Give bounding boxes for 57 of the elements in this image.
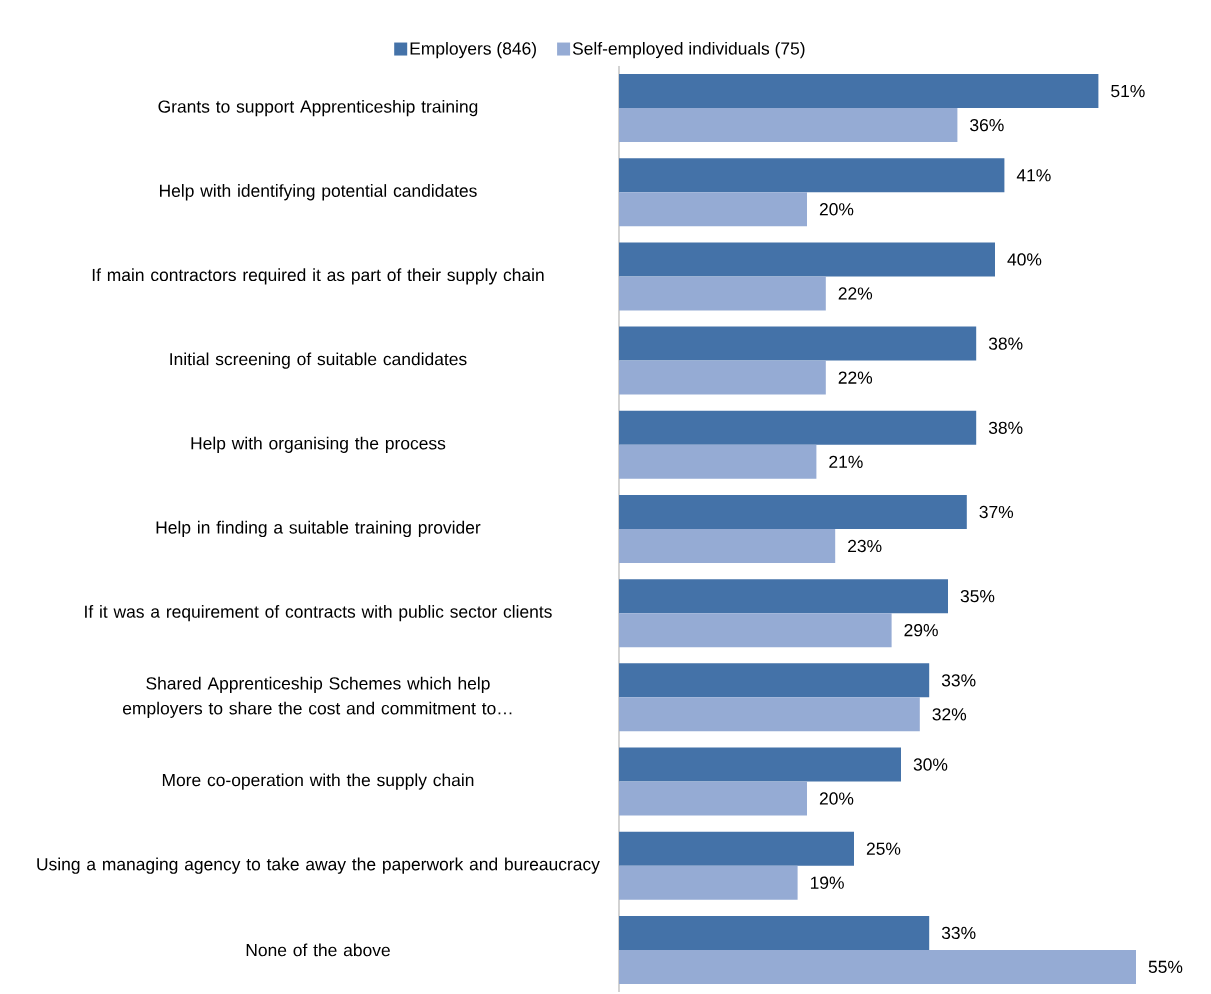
data-label: 22% xyxy=(838,371,873,384)
data-label: 32% xyxy=(932,708,967,721)
data-label: 19% xyxy=(810,876,844,889)
bar xyxy=(619,663,930,698)
data-label: 37% xyxy=(979,505,1014,519)
data-label: 20% xyxy=(819,203,854,216)
bar xyxy=(619,242,995,277)
data-label: 20% xyxy=(819,792,854,805)
bar xyxy=(619,579,948,614)
y-tick-label: None of the above xyxy=(246,943,390,957)
bar xyxy=(619,192,807,227)
bar xyxy=(619,949,1136,984)
data-label: 23% xyxy=(848,539,882,553)
bar xyxy=(619,108,958,143)
y-tick-label: Using a managing agency to take away the paperwork and bureaucracy xyxy=(37,857,600,874)
data-label: 35% xyxy=(960,589,995,603)
bar xyxy=(619,494,967,529)
data-label: 55% xyxy=(1148,960,1183,974)
bar xyxy=(619,747,901,782)
bar xyxy=(619,158,1005,193)
y-tick-label: If it was a requirement of contracts with public sector clients xyxy=(85,605,552,622)
legend-label: Self-employed individuals (75) xyxy=(572,41,805,59)
y-tick-label: Initial screening of suitable candidates xyxy=(170,352,467,369)
bar xyxy=(619,528,836,563)
bar xyxy=(619,360,826,395)
data-label: 21% xyxy=(829,455,863,468)
y-tick-label: Grants to support Apprenticeship training xyxy=(158,99,478,117)
data-label: 38% xyxy=(988,337,1023,350)
data-label: 33% xyxy=(941,674,976,687)
bar xyxy=(619,781,807,816)
bar xyxy=(619,831,854,866)
bar xyxy=(619,74,1099,109)
data-label: 25% xyxy=(866,842,901,855)
bar xyxy=(619,410,977,445)
y-tick-label: Shared Apprenticeship Schemes which help employers to share the cost and commitment to… xyxy=(122,676,512,718)
bar xyxy=(619,613,892,648)
bar xyxy=(619,326,977,361)
y-tick-label: If main contractors required it as part of their supply chain xyxy=(92,268,544,285)
data-label: 51% xyxy=(1111,84,1145,98)
bar xyxy=(619,915,930,950)
data-label: 38% xyxy=(988,421,1023,434)
data-label: 40% xyxy=(1007,253,1042,266)
data-label: 29% xyxy=(904,623,938,637)
bar xyxy=(619,697,920,732)
y-tick-label: Help in finding a suitable training provider xyxy=(156,520,481,538)
bar xyxy=(619,276,826,311)
data-label: 33% xyxy=(941,926,976,940)
data-label: 36% xyxy=(970,118,1004,132)
data-label: 41% xyxy=(1016,169,1051,182)
y-tick-label: More co-operation with the supply chain xyxy=(162,773,474,790)
data-label: 30% xyxy=(913,758,948,771)
bar xyxy=(619,865,798,900)
y-tick-label: Help with organising the process xyxy=(191,436,446,453)
y-tick-label: Help with identifying potential candidates xyxy=(160,184,477,201)
bar xyxy=(619,444,817,479)
data-label: 22% xyxy=(838,287,873,300)
legend-label: Employers (846) xyxy=(410,41,536,59)
